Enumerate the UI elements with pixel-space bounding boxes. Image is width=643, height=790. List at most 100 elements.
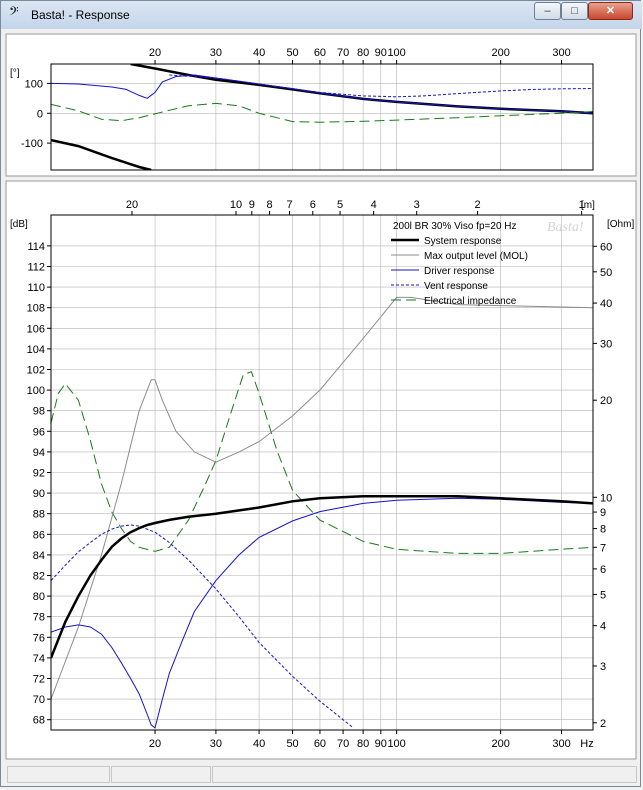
phase-y-tick-label: 100 [25,78,43,90]
wavelength-tick-label: 5 [337,199,343,211]
response-line-max-output-level-mol- [51,296,593,700]
spl-axis-label: [dB] [10,219,28,230]
impedance-y-tick-label: 10 [600,492,612,504]
legend: System response Max output level (MOL) Dri… [391,236,528,307]
response-y-tick-label: 110 [27,282,45,294]
phase-line-vent-phase [169,74,593,98]
response-line-electrical-impedance [51,371,593,554]
phase-x-tick-label: 50 [286,47,298,59]
response-y-tick-label: 72 [33,674,45,686]
phase-line-driver-phase [51,74,593,114]
phase-x-tick-label: 20 [149,47,161,59]
legend-label: Electrical impedance [424,296,517,307]
wavelength-tick-label: 9 [249,199,255,211]
response-x-tick-label: 60 [314,738,326,750]
response-y-tick-label: 80 [33,591,45,603]
response-x-tick-label: 70 [337,738,349,750]
response-y-tick-label: 112 [27,262,45,274]
bass-clef-icon: 𝄢 [9,5,19,22]
response-y-tick-label: 82 [33,571,45,583]
status-cell-3 [212,766,637,783]
wavelength-tick-label: 1 [579,199,585,211]
response-y-tick-label: 104 [27,344,45,356]
wavelength-axis-label: [m] [581,200,595,211]
response-x-tick-label: 80 [357,738,369,750]
response-y-tick-label: 86 [33,529,45,541]
response-x-tick-label: 20 [149,738,161,750]
impedance-axis-label: [Ohm] [607,219,634,230]
impedance-y-tick-label: 9 [600,507,606,519]
wavelength-tick-label: 8 [267,199,273,211]
wavelength-tick-label: 2 [475,199,481,211]
impedance-y-tick-label: 30 [600,338,612,350]
status-cell-1 [7,766,110,783]
response-y-tick-label: 74 [33,653,45,665]
impedance-y-tick-label: 20 [600,395,612,407]
status-cell-2 [111,766,211,783]
response-y-tick-label: 98 [33,406,45,418]
response-tick-labels: 20 30 40 50 60 70 80 90 100 200 300 Hz1141121101081… [10,199,634,750]
legend-label: System response [424,236,502,247]
response-y-tick-label: 76 [33,632,45,644]
phase-y-axis-label: [°] [10,68,20,79]
impedance-y-tick-label: 7 [600,542,606,554]
response-line-system-response [51,494,593,659]
phase-x-tick-label: 70 [337,47,349,59]
wavelength-tick-label: 6 [310,199,316,211]
response-y-tick-label: 70 [33,694,45,706]
window-title: Basta! - Response [31,8,130,22]
x-axis-unit-label: Hz [580,738,593,750]
response-y-tick-label: 108 [27,303,45,315]
phase-y-tick-label: 0 [37,108,43,120]
phase-x-tick-label: 90 [375,47,387,59]
minimize-button[interactable]: – [534,2,561,20]
impedance-y-tick-label: 4 [600,621,606,633]
phase-x-tick-label: 100 [387,47,405,59]
phase-grid [47,60,593,170]
legend-label: Driver response [424,266,495,277]
impedance-y-tick-label: 40 [600,298,612,310]
response-x-tick-label: 40 [253,738,265,750]
phase-y-tick-label: -100 [21,138,43,150]
response-y-tick-label: 102 [27,365,45,377]
impedance-y-tick-label: 6 [600,564,606,576]
phase-x-tick-label: 200 [491,47,509,59]
phase-x-tick-label: 300 [552,47,570,59]
status-bar [7,766,637,784]
legend-label: Vent response [424,281,488,292]
response-y-tick-label: 94 [33,447,45,459]
response-y-tick-label: 68 [33,715,45,727]
response-panel [5,180,637,760]
response-y-tick-label: 92 [33,468,45,480]
response-y-tick-label: 88 [33,509,45,521]
impedance-y-tick-label: 3 [600,661,606,673]
response-x-tick-label: 100 [387,738,405,750]
response-series [51,296,593,729]
close-button[interactable]: ✕ [588,2,633,20]
response-y-tick-label: 84 [33,550,45,562]
impedance-y-tick-label: 60 [600,241,612,253]
wavelength-tick-label: 7 [286,199,292,211]
response-y-tick-label: 100 [27,385,45,397]
wavelength-tick-label: 3 [414,199,420,211]
phase-line-impedance-phase [51,102,593,123]
response-plot-frame [50,214,594,731]
maximize-button[interactable]: □ [561,2,588,20]
chart-annotation: 200l BR 30% Viso fp=20 Hz [393,221,517,232]
title-bar[interactable]: 𝄢 Basta! - Response – □ ✕ [1,1,642,29]
response-y-tick-label: 106 [27,323,45,335]
impedance-y-tick-label: 50 [600,267,612,279]
response-y-tick-label: 90 [33,488,45,500]
response-y-tick-label: 78 [33,612,45,624]
response-grid [47,211,597,734]
phase-plot-frame [50,63,594,171]
response-y-tick-label: 96 [33,426,45,438]
phase-x-tick-label: 40 [253,47,265,59]
phase-x-tick-label: 30 [210,47,222,59]
phase-line-system-phase [51,138,152,170]
impedance-y-tick-label: 5 [600,589,606,601]
response-x-tick-label: 30 [210,738,222,750]
